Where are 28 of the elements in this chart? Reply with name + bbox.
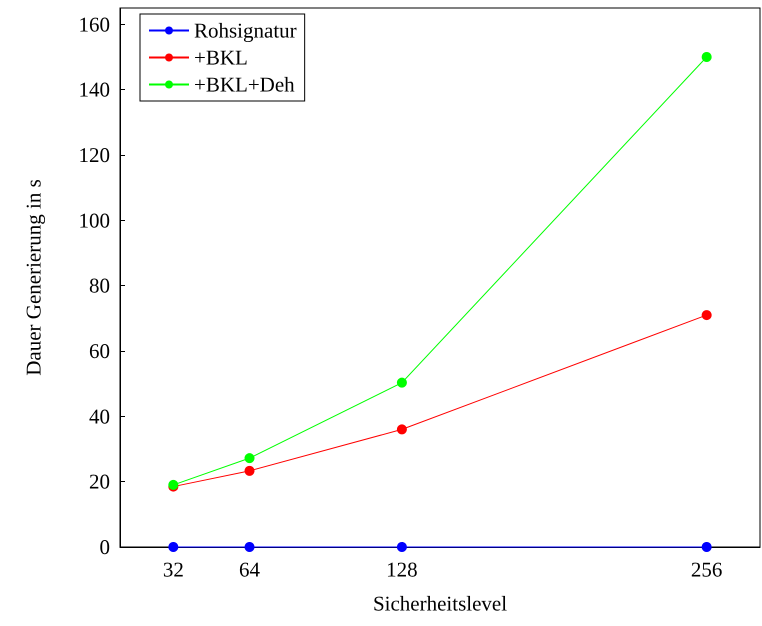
point	[396, 542, 407, 552]
y-axis-title: Dauer Generierung in s	[22, 179, 46, 376]
y-tick-label: 160	[78, 12, 110, 36]
point	[168, 542, 178, 552]
legend-label: +BKL+Deh	[194, 72, 296, 96]
y-tick-label: 100	[78, 208, 110, 232]
x-tick-label: 256	[690, 558, 722, 582]
point	[244, 466, 255, 476]
point	[702, 52, 712, 62]
point	[244, 542, 255, 552]
point	[396, 378, 407, 388]
y-tick-label: 140	[78, 78, 110, 102]
y-tick-label: 120	[78, 143, 110, 167]
point	[244, 453, 255, 464]
y-tick-label: 0	[100, 535, 110, 559]
y-tick-label: 80	[89, 274, 110, 298]
point	[702, 310, 712, 320]
x-tick-label: 64	[239, 558, 261, 582]
y-tick-label: 40	[89, 404, 110, 428]
legend-label: Rohsignatur	[194, 18, 297, 42]
x-tick-label: 32	[162, 558, 184, 582]
legend-label: +BKL	[194, 46, 248, 70]
y-tick-label: 60	[89, 339, 110, 363]
point	[396, 424, 407, 434]
x-tick-label: 128	[386, 558, 418, 582]
point	[702, 542, 712, 552]
x-axis-title: Sicherheitslevel	[372, 592, 508, 616]
y-tick-label: 20	[89, 470, 110, 494]
